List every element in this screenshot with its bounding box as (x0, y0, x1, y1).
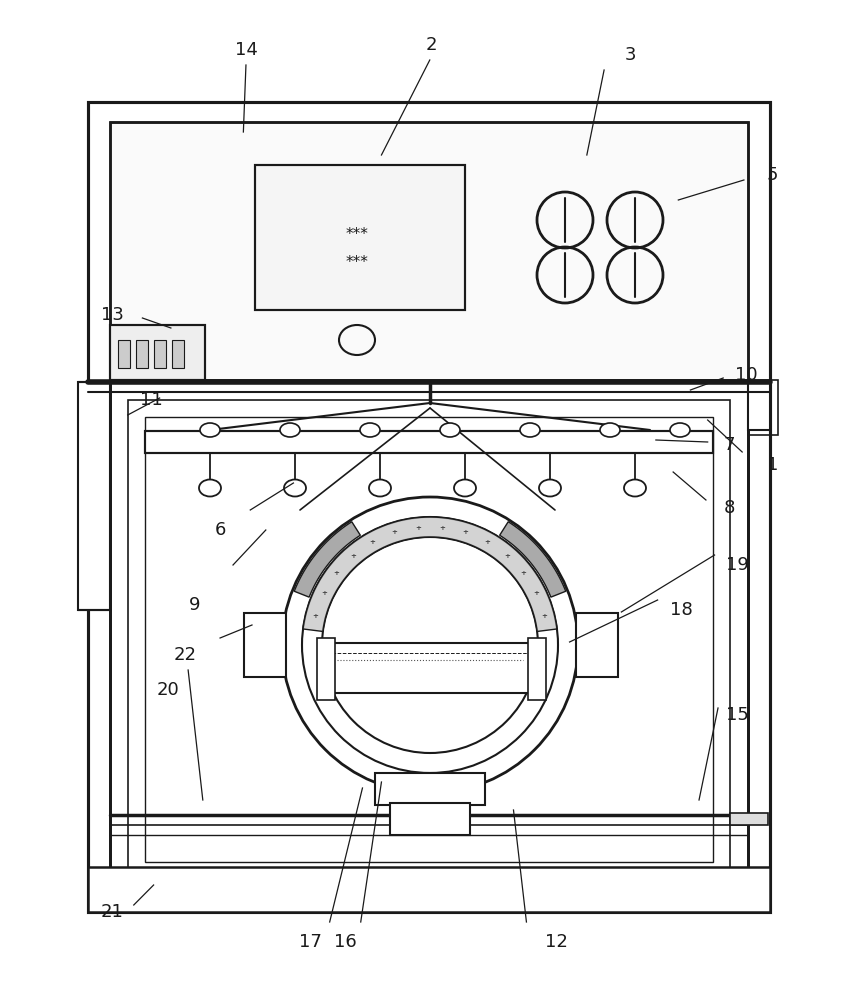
Text: +: + (392, 529, 398, 535)
Polygon shape (294, 522, 361, 597)
Text: +: + (369, 539, 375, 545)
Bar (110, 325, 205, 380)
Ellipse shape (624, 480, 646, 496)
Bar (145, 417, 713, 862)
Bar (136, 340, 148, 368)
Bar (390, 803, 470, 835)
Bar (110, 325, 205, 380)
Bar (172, 340, 184, 368)
Text: ***: *** (345, 228, 369, 242)
Text: ***: *** (345, 254, 369, 269)
Ellipse shape (454, 480, 476, 496)
Text: 17: 17 (299, 933, 322, 951)
Ellipse shape (440, 423, 460, 437)
Text: 5: 5 (766, 166, 778, 184)
Bar (110, 122, 748, 380)
Text: 20: 20 (157, 681, 180, 699)
Bar (528, 638, 546, 700)
Text: +: + (463, 529, 469, 535)
Text: 12: 12 (545, 933, 568, 951)
Text: 1: 1 (766, 456, 778, 474)
Bar (154, 340, 166, 368)
Text: +: + (520, 570, 526, 576)
Text: +: + (312, 613, 318, 619)
Text: +: + (350, 553, 356, 559)
Text: 9: 9 (188, 596, 200, 614)
Polygon shape (303, 517, 557, 631)
Text: 10: 10 (735, 366, 758, 384)
Text: +: + (533, 590, 539, 596)
Bar (88, 867, 770, 912)
Bar (128, 400, 730, 878)
Text: +: + (541, 613, 547, 619)
Ellipse shape (520, 423, 540, 437)
Bar (88, 102, 770, 912)
Bar (110, 382, 748, 895)
Bar (110, 122, 748, 380)
Text: +: + (321, 590, 327, 596)
Bar (255, 165, 465, 310)
Ellipse shape (600, 423, 620, 437)
Text: +: + (484, 539, 490, 545)
Ellipse shape (360, 423, 380, 437)
Text: +: + (439, 525, 445, 531)
Ellipse shape (284, 480, 306, 496)
Ellipse shape (539, 480, 561, 496)
Text: 22: 22 (174, 646, 197, 664)
Text: 18: 18 (671, 601, 693, 619)
Bar (244, 613, 286, 677)
Bar (576, 613, 618, 677)
Ellipse shape (369, 480, 391, 496)
Bar (327, 643, 533, 693)
Text: +: + (504, 553, 510, 559)
Bar (110, 382, 748, 895)
Bar (730, 813, 768, 825)
Ellipse shape (199, 480, 221, 496)
Bar (317, 638, 335, 700)
Polygon shape (500, 522, 566, 597)
Bar (78, 382, 110, 610)
Bar (145, 431, 713, 453)
Ellipse shape (200, 423, 220, 437)
Text: 14: 14 (235, 41, 257, 59)
Text: +: + (415, 525, 421, 531)
Text: 6: 6 (214, 521, 226, 539)
Bar (88, 102, 770, 912)
Bar (375, 773, 485, 805)
Text: 13: 13 (101, 306, 123, 324)
Text: 2: 2 (425, 36, 438, 54)
Bar (255, 165, 465, 310)
Text: 3: 3 (624, 46, 636, 64)
Bar (118, 340, 130, 368)
Text: 11: 11 (140, 391, 162, 409)
Text: +: + (334, 570, 339, 576)
Text: 16: 16 (334, 933, 356, 951)
Text: 21: 21 (101, 903, 123, 921)
Ellipse shape (280, 423, 300, 437)
Text: 7: 7 (723, 436, 735, 454)
Bar (748, 380, 778, 435)
Text: 19: 19 (727, 556, 749, 574)
Bar (145, 431, 713, 453)
Text: 8: 8 (723, 499, 735, 517)
Ellipse shape (670, 423, 690, 437)
Bar (748, 382, 770, 430)
Text: 15: 15 (727, 706, 749, 724)
